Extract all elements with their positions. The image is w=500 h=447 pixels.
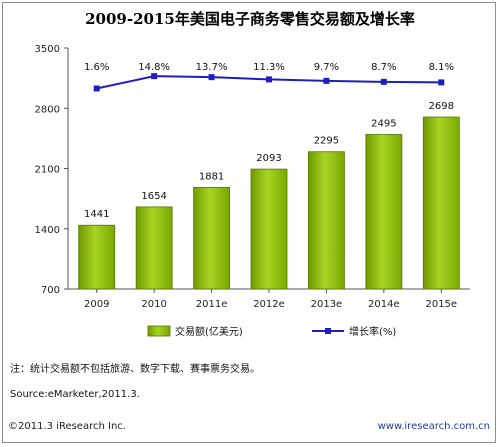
copyright: ©2011.3 iResearch Inc.	[8, 421, 126, 432]
bars: 1441 2009 1654 2010 1881 2011e 2093 2012e 2295 20…	[78, 101, 460, 310]
bar	[308, 151, 345, 290]
x-tick-label: 2012e	[253, 299, 285, 310]
y-tick-label: 700	[41, 285, 60, 296]
bar-value-label: 2495	[371, 119, 396, 130]
bar-value-label: 2295	[314, 136, 339, 147]
chart-source: Source:eMarketer,2011.3.	[10, 389, 140, 400]
growth-marker	[266, 76, 272, 83]
growth-marker	[323, 77, 330, 84]
growth-marker	[438, 79, 445, 86]
x-tick-label: 2011e	[196, 299, 228, 310]
y-tick-label: 2800	[35, 104, 60, 115]
growth-label: 14.8%	[138, 62, 170, 73]
bar-value-label: 2698	[429, 101, 454, 112]
bar	[365, 134, 403, 290]
growth-marker	[208, 74, 215, 81]
axes: 700 1400 2100 2800 3500	[35, 44, 470, 296]
legend-label-bar: 交易额(亿美元)	[175, 325, 243, 338]
x-tick-label: 2009	[84, 299, 109, 310]
bar	[135, 206, 173, 290]
chart-note: 注：统计交易额不包括旅游、数字下载、赛事票务交易。	[10, 364, 260, 375]
bar	[78, 224, 116, 290]
growth-marker	[93, 85, 100, 92]
legend-swatch-bar	[147, 325, 171, 337]
y-tick-label: 3500	[35, 44, 60, 55]
growth-label: 1.6%	[84, 62, 109, 73]
growth-label: 13.7%	[196, 62, 228, 73]
x-tick-label: 2015e	[425, 299, 457, 310]
bar	[193, 186, 230, 290]
legend-swatch-marker	[325, 328, 331, 334]
growth-label: 11.3%	[253, 62, 285, 73]
x-tick-label: 2014e	[368, 299, 400, 310]
y-tick-label: 1400	[35, 225, 60, 236]
growth-label: 8.7%	[371, 62, 396, 73]
bar-value-label: 1654	[141, 191, 166, 202]
bar-value-label: 1441	[84, 209, 109, 220]
chart-title: 2009-2015年美国电子商务零售交易额及增长率	[85, 10, 415, 28]
growth-marker	[380, 78, 387, 85]
bar-value-label: 2093	[256, 153, 281, 164]
chart-frame	[2, 2, 496, 443]
growth-marker	[151, 73, 158, 80]
x-tick-label: 2013e	[311, 299, 343, 310]
bar-value-label: 1881	[199, 171, 224, 182]
growth-label: 8.1%	[429, 62, 454, 73]
legend-label-line: 增长率(%)	[349, 325, 396, 338]
growth-line: 1.6% 14.8% 13.7% 11.3% 9.7% 8.7% 8.1%	[84, 62, 454, 92]
y-tick-label: 2100	[35, 165, 60, 176]
growth-label: 9.7%	[314, 62, 339, 73]
legend: 交易额(亿美元) 增长率(%)	[147, 325, 396, 338]
x-tick-label: 2010	[141, 299, 166, 310]
bar	[250, 168, 288, 290]
bar	[422, 116, 460, 290]
website-link[interactable]: www.iresearch.com.cn	[377, 421, 490, 432]
